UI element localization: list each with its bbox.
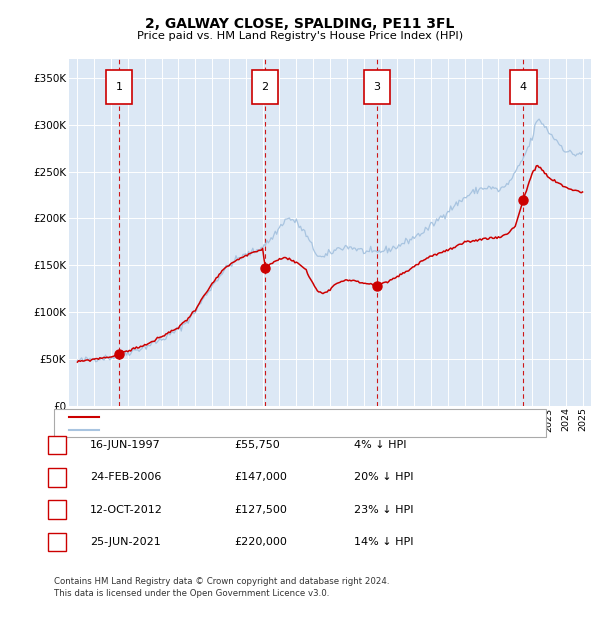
Text: £220,000: £220,000 [234,537,287,547]
Text: 1: 1 [115,82,122,92]
Text: HPI: Average price, detached house, South Holland: HPI: Average price, detached house, Sout… [105,425,362,435]
Text: 2: 2 [262,82,269,92]
Text: 4: 4 [53,537,61,547]
Text: 4% ↓ HPI: 4% ↓ HPI [354,440,407,450]
Text: 12-OCT-2012: 12-OCT-2012 [90,505,163,515]
Text: 20% ↓ HPI: 20% ↓ HPI [354,472,413,482]
Text: Contains HM Land Registry data © Crown copyright and database right 2024.: Contains HM Land Registry data © Crown c… [54,577,389,586]
Text: £127,500: £127,500 [234,505,287,515]
Text: 3: 3 [53,505,61,515]
Text: £147,000: £147,000 [234,472,287,482]
Text: 3: 3 [373,82,380,92]
Text: 2, GALWAY CLOSE, SPALDING, PE11 3FL: 2, GALWAY CLOSE, SPALDING, PE11 3FL [145,17,455,32]
Text: Price paid vs. HM Land Registry's House Price Index (HPI): Price paid vs. HM Land Registry's House … [137,31,463,41]
Text: 2: 2 [53,472,61,482]
Text: 24-FEB-2006: 24-FEB-2006 [90,472,161,482]
Text: 1: 1 [53,440,61,450]
Text: This data is licensed under the Open Government Licence v3.0.: This data is licensed under the Open Gov… [54,589,329,598]
Text: 23% ↓ HPI: 23% ↓ HPI [354,505,413,515]
Text: £55,750: £55,750 [234,440,280,450]
Text: 16-JUN-1997: 16-JUN-1997 [90,440,161,450]
Text: 2, GALWAY CLOSE, SPALDING, PE11 3FL (detached house): 2, GALWAY CLOSE, SPALDING, PE11 3FL (det… [105,412,397,422]
Text: 14% ↓ HPI: 14% ↓ HPI [354,537,413,547]
Text: 25-JUN-2021: 25-JUN-2021 [90,537,161,547]
Text: 4: 4 [520,82,527,92]
